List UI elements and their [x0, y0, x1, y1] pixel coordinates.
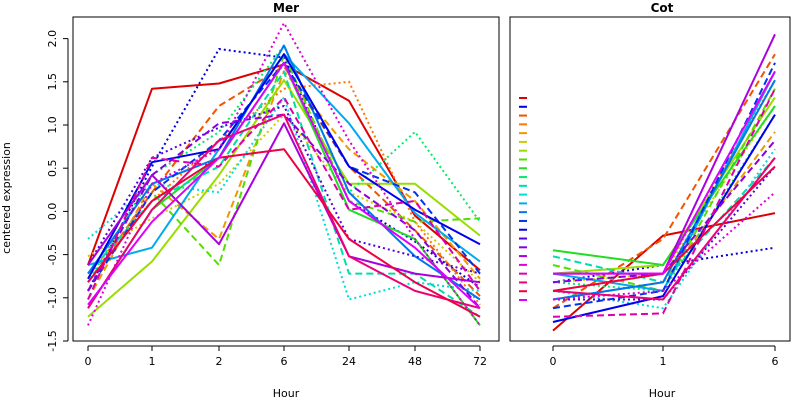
mer-y-tick-label: 1.0: [46, 116, 59, 134]
mer-y-tick-label: 2.0: [46, 30, 59, 48]
cot-x-tick-label: 1: [660, 355, 667, 368]
cot-x-tick-label: 0: [550, 355, 557, 368]
mer-series-line-2: [87, 48, 481, 292]
mer-series-line-22: [87, 113, 481, 310]
mer-x-axis-label: Hour: [273, 387, 300, 400]
cot-color-legend: [519, 97, 527, 301]
mer-x-tick-label: 48: [408, 355, 422, 368]
mer-x-tick-label: 2: [216, 355, 223, 368]
mer-y-tick-label: -1.0: [46, 287, 59, 308]
cot-plot-frame: [509, 16, 791, 342]
cot-panel: Cot Hour 0 1 6: [509, 1, 791, 400]
cot-series-line-24: [553, 70, 776, 275]
mer-x-tick-label: 72: [473, 355, 487, 368]
mer-series-line-20: [87, 22, 481, 327]
cot-x-axis-label: Hour: [649, 387, 676, 400]
mer-series-group: [87, 22, 481, 327]
mer-y-tick-label: -0.5: [46, 244, 59, 265]
cot-x-tick-label: 6: [772, 355, 779, 368]
cot-x-axis: 0 1 6: [550, 345, 779, 368]
mer-series-line-24: [87, 61, 481, 309]
mer-y-tick-label: 1.5: [46, 73, 59, 91]
mer-y-tick-label: 0.0: [46, 203, 59, 221]
cot-series-line-16: [552, 114, 776, 323]
mer-series-line-7: [87, 79, 481, 318]
y-axis-label: centered expression: [0, 142, 13, 254]
mer-y-axis: -1.5 -1.0 -0.5 0.0 0.5 1.0 1.5 2.0: [46, 30, 69, 352]
mer-x-tick-label: 0: [85, 355, 92, 368]
cot-series-line-9: [552, 105, 776, 266]
mer-series-line-19: [87, 122, 481, 284]
mer-panel: Mer Hour -1.5 -1.0 -0.5 0.0 0.5 1.0 1.5 2.0 0 1 2…: [46, 1, 500, 400]
mer-series-line-8: [87, 53, 481, 292]
mer-x-tick-label: 6: [281, 355, 288, 368]
mer-x-tick-label: 24: [342, 355, 356, 368]
mer-y-tick-label: 0.5: [46, 159, 59, 177]
cot-series-line-20: [552, 191, 776, 301]
mer-plot-frame: [72, 16, 500, 342]
mer-x-tick-label: 1: [149, 355, 156, 368]
cot-series-line-22: [552, 157, 776, 301]
cot-panel-title: Cot: [651, 1, 674, 15]
mer-series-line-17: [87, 105, 481, 275]
mer-panel-title: Mer: [273, 1, 299, 15]
mer-series-line-16: [87, 53, 481, 280]
mer-x-axis: 0 1 2 6 24 48 72: [85, 345, 487, 368]
mer-series-line-3: [87, 65, 481, 297]
cot-series-group: [552, 33, 776, 332]
mer-series-line-23: [87, 148, 481, 318]
mer-series-line-21: [87, 96, 481, 300]
cot-series-line-21: [552, 88, 776, 318]
mer-y-tick-label: -1.5: [46, 330, 59, 351]
